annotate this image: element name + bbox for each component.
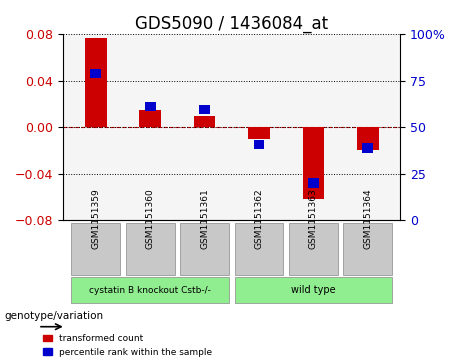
Legend: transformed count, percentile rank within the sample: transformed count, percentile rank withi… (41, 333, 214, 359)
Bar (85, 38, 107, 127)
FancyBboxPatch shape (235, 223, 284, 275)
Bar (90, 69, 101, 78)
Bar (194, 115, 215, 127)
FancyBboxPatch shape (289, 223, 338, 275)
Bar (199, 105, 210, 114)
Bar (357, 127, 378, 150)
Bar (362, 143, 373, 153)
FancyBboxPatch shape (126, 223, 175, 275)
Bar (254, 140, 265, 149)
FancyBboxPatch shape (343, 223, 392, 275)
Bar (302, 127, 324, 199)
FancyBboxPatch shape (71, 277, 229, 303)
Text: genotype/variation: genotype/variation (5, 311, 104, 321)
Text: GSM1151361: GSM1151361 (200, 188, 209, 249)
Text: wild type: wild type (291, 285, 336, 295)
Text: GSM1151363: GSM1151363 (309, 188, 318, 249)
Text: cystatin B knockout Cstb-/-: cystatin B knockout Cstb-/- (89, 286, 211, 295)
Bar (145, 102, 156, 111)
Bar (308, 178, 319, 188)
Bar (248, 127, 270, 139)
Text: GSM1151360: GSM1151360 (146, 188, 155, 249)
Bar (139, 110, 161, 127)
Text: GSM1151362: GSM1151362 (254, 188, 264, 249)
FancyBboxPatch shape (180, 223, 229, 275)
FancyBboxPatch shape (235, 277, 392, 303)
Text: GSM1151364: GSM1151364 (363, 188, 372, 249)
Title: GDS5090 / 1436084_at: GDS5090 / 1436084_at (135, 15, 328, 33)
FancyBboxPatch shape (71, 223, 120, 275)
Text: GSM1151359: GSM1151359 (91, 188, 100, 249)
